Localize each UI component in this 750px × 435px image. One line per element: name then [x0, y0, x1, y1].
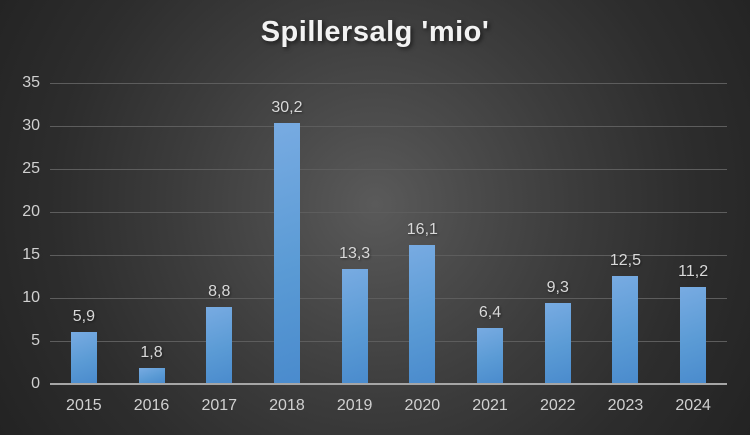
- bar-2022: [544, 303, 571, 383]
- data-label-2022: 9,3: [546, 279, 569, 297]
- y-tick-label-35: 35: [22, 74, 40, 91]
- bar-2019: [341, 268, 368, 383]
- data-label-2015: 5,9: [72, 308, 95, 326]
- gridline-30: [50, 126, 727, 127]
- gridline-5: [50, 341, 727, 342]
- gridline-20: [50, 212, 727, 213]
- x-axis-line: [50, 383, 727, 385]
- bar-2023: [612, 275, 639, 383]
- gridline-25: [50, 169, 727, 170]
- y-tick-label-25: 25: [22, 160, 40, 177]
- y-tick-label-20: 20: [22, 203, 40, 220]
- plot-area: 5,9 1,8 8,8 30,2 13,3 16,1 6,4 9,3 12,5 11,2: [50, 83, 727, 385]
- gridline-35: [50, 83, 727, 84]
- data-label-2017: 8,8: [208, 283, 231, 301]
- x-tick-label-2021: 2021: [472, 397, 508, 414]
- x-tick-label-2015: 2015: [66, 397, 102, 414]
- x-tick-label-2023: 2023: [607, 397, 644, 414]
- y-tick-label-5: 5: [31, 332, 40, 349]
- y-tick-label-30: 30: [22, 117, 40, 134]
- data-label-2021: 6,4: [478, 303, 502, 321]
- bar-2017: [206, 307, 233, 383]
- gridline-15: [50, 255, 727, 256]
- x-tick-label-2016: 2016: [133, 397, 170, 414]
- data-label-2016: 1,8: [140, 343, 163, 361]
- x-tick-label-2022: 2022: [539, 397, 576, 414]
- data-label-2020: 16,1: [406, 220, 438, 238]
- bar-2018: [273, 123, 300, 383]
- data-label-2024: 11,2: [678, 262, 709, 280]
- chart-title: Spillersalg 'mio': [260, 16, 490, 48]
- y-tick-label-10: 10: [22, 289, 40, 306]
- x-tick-label-2017: 2017: [201, 397, 238, 414]
- bar-2016: [138, 367, 165, 383]
- bar-2020: [409, 244, 436, 383]
- x-tick-label-2019: 2019: [336, 397, 373, 414]
- x-tick-label-2020: 2020: [404, 397, 441, 414]
- data-label-2023: 12,5: [609, 251, 641, 269]
- y-tick-label-15: 15: [22, 246, 40, 263]
- gridline-10: [50, 298, 727, 299]
- x-tick-label-2018: 2018: [269, 397, 305, 414]
- y-tick-label-0: 0: [31, 375, 40, 392]
- bar-2015: [70, 332, 97, 383]
- bar-2021: [477, 327, 504, 383]
- x-tick-label-2024: 2024: [675, 397, 711, 414]
- bar-2024: [680, 286, 707, 383]
- data-label-2019: 13,3: [339, 244, 371, 262]
- data-label-2018: 30,2: [271, 99, 303, 117]
